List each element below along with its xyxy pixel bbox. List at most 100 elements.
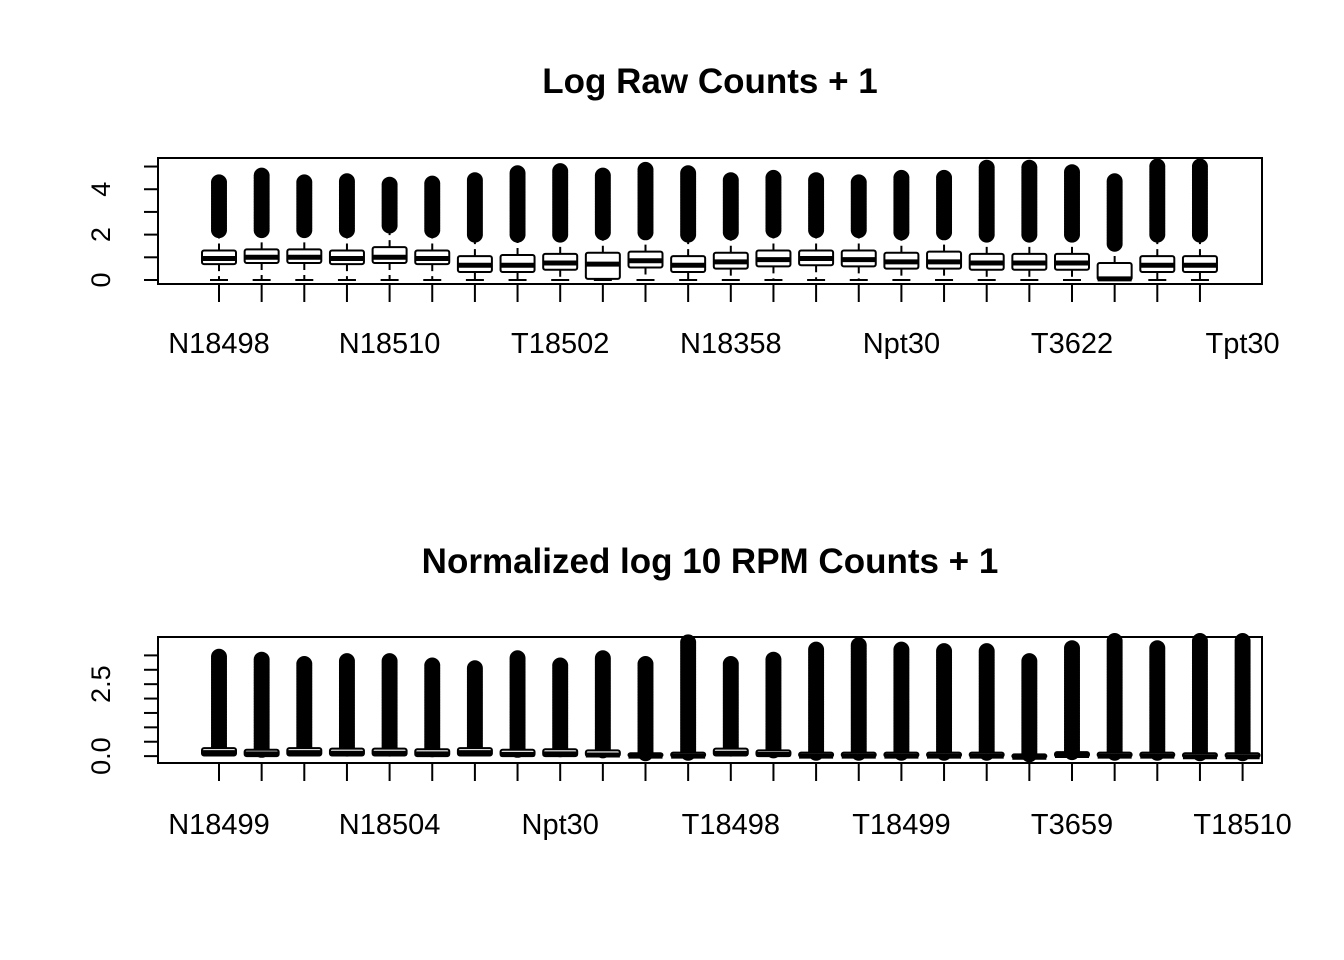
x-tick-label: T18499 <box>852 809 950 841</box>
plot-frame <box>157 636 1263 764</box>
y-tick-label: 2 <box>86 227 116 242</box>
box-19 <box>968 643 1005 781</box>
outlier-points <box>850 174 867 239</box>
box-13 <box>712 172 749 302</box>
outlier-points <box>936 643 953 761</box>
box-15 <box>798 641 835 781</box>
outlier-points <box>338 173 355 239</box>
outlier-points <box>637 161 654 241</box>
x-tick-label: T18498 <box>682 809 780 841</box>
outlier-points <box>552 657 569 758</box>
outlier-points <box>680 634 697 761</box>
x-tick-label: T3622 <box>1031 328 1113 360</box>
outlier-points <box>936 169 953 241</box>
box-11 <box>627 656 664 781</box>
outlier-points <box>552 163 569 243</box>
outlier-points <box>722 656 739 757</box>
outlier-points <box>466 172 483 243</box>
box-24 <box>1181 158 1218 302</box>
box-11 <box>627 161 664 302</box>
outlier-points <box>381 653 398 757</box>
y-tick-label: 4 <box>86 182 116 197</box>
box-3 <box>286 174 323 302</box>
box-10 <box>584 167 621 302</box>
outlier-points <box>466 660 483 757</box>
outlier-points <box>1021 159 1038 243</box>
box-8 <box>499 165 536 302</box>
box-12 <box>670 165 707 302</box>
box-4 <box>328 173 365 302</box>
box-5 <box>371 176 408 302</box>
box-19 <box>968 159 1005 302</box>
box-1 <box>201 648 237 781</box>
outlier-points <box>722 172 739 241</box>
outlier-points <box>509 650 526 758</box>
outlier-points <box>424 175 441 239</box>
outlier-points <box>211 174 228 239</box>
box-9 <box>542 657 579 781</box>
outlier-points <box>808 172 825 239</box>
outlier-points <box>1064 640 1081 761</box>
box-22 <box>1096 173 1133 302</box>
x-tick-label: Npt30 <box>522 809 599 841</box>
outlier-points <box>211 648 228 757</box>
box-18 <box>926 643 963 781</box>
box-10 <box>584 650 621 781</box>
box-2 <box>243 651 280 781</box>
box-16 <box>840 637 877 781</box>
box-6 <box>414 657 451 781</box>
outlier-points <box>1106 633 1123 761</box>
box-15 <box>798 172 835 302</box>
x-tick-label: N18504 <box>339 809 441 841</box>
box-20 <box>1011 653 1048 781</box>
outlier-points <box>594 167 611 241</box>
outlier-points <box>1234 633 1251 762</box>
outlier-points <box>253 167 270 239</box>
outlier-points <box>808 641 825 761</box>
box-12 <box>670 634 707 781</box>
x-tick-label: Npt30 <box>863 328 940 360</box>
box-25 <box>1224 633 1261 781</box>
x-tick-label: T18510 <box>1193 809 1291 841</box>
outlier-points <box>296 174 313 239</box>
outlier-points <box>253 651 270 758</box>
outlier-points <box>381 176 398 234</box>
outlier-points <box>978 643 995 761</box>
outlier-points <box>978 159 995 243</box>
raw-counts-panel: Log Raw Counts + 1 0 2 4 N18498 N18510 T18502 N… <box>86 62 1280 360</box>
box-14 <box>755 169 792 302</box>
outlier-points <box>424 657 441 758</box>
box-17 <box>883 641 920 781</box>
outlier-points <box>1149 640 1166 761</box>
box-6 <box>414 175 451 302</box>
outlier-points <box>338 653 355 757</box>
box-8 <box>499 650 536 781</box>
chart-title: Normalized log 10 RPM Counts + 1 <box>422 542 999 581</box>
box-17 <box>883 169 920 302</box>
box-20 <box>1011 159 1048 302</box>
box-23 <box>1139 158 1176 302</box>
outlier-points <box>637 656 654 762</box>
box-24 <box>1181 633 1218 781</box>
box-18 <box>926 169 963 302</box>
box-13 <box>712 656 749 781</box>
outlier-points <box>893 169 910 241</box>
outlier-points <box>1021 653 1038 763</box>
outlier-points <box>765 651 782 759</box>
y-tick-label: 0 <box>86 272 116 287</box>
box-3 <box>286 656 323 781</box>
x-tick-label: T18502 <box>511 328 609 360</box>
outlier-points <box>893 641 910 761</box>
rpm-counts-panel: Normalized log 10 RPM Counts + 1 0.0 2.5 N1… <box>86 542 1292 841</box>
x-tick-label: T3659 <box>1031 809 1113 841</box>
outlier-points <box>1191 633 1208 762</box>
outlier-points <box>509 165 526 243</box>
x-tick-label: Tpt30 <box>1206 328 1280 360</box>
box-23 <box>1139 640 1176 781</box>
box-7 <box>456 172 493 302</box>
outlier-points <box>1149 158 1166 243</box>
chart-title: Log Raw Counts + 1 <box>542 62 877 101</box>
y-tick-label: 0.0 <box>86 737 116 775</box>
outlier-points <box>850 637 867 761</box>
